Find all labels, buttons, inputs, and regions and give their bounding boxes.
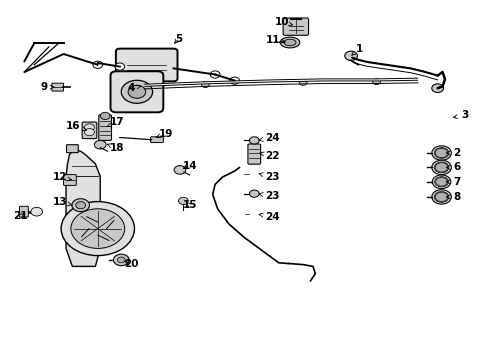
FancyBboxPatch shape — [52, 83, 63, 91]
Circle shape — [84, 129, 94, 136]
Circle shape — [435, 177, 447, 186]
Circle shape — [431, 146, 450, 160]
Circle shape — [433, 162, 448, 173]
Text: 2: 2 — [446, 148, 460, 158]
Text: 1: 1 — [351, 44, 362, 55]
Circle shape — [431, 190, 450, 204]
Circle shape — [93, 61, 102, 68]
Text: 11: 11 — [265, 35, 285, 45]
Circle shape — [61, 202, 134, 256]
Text: 15: 15 — [182, 200, 197, 210]
Text: 6: 6 — [446, 162, 460, 172]
Circle shape — [121, 80, 152, 103]
Text: 13: 13 — [52, 197, 72, 207]
Text: 24: 24 — [259, 132, 280, 143]
Circle shape — [434, 163, 447, 172]
Text: 12: 12 — [52, 172, 71, 182]
Circle shape — [84, 124, 94, 131]
Text: 16: 16 — [66, 121, 86, 131]
Circle shape — [174, 166, 185, 174]
Text: 20: 20 — [123, 258, 138, 269]
Circle shape — [71, 209, 124, 248]
Text: 14: 14 — [182, 161, 197, 171]
Circle shape — [72, 199, 89, 212]
Text: 17: 17 — [107, 117, 124, 127]
FancyBboxPatch shape — [283, 18, 308, 35]
Text: 19: 19 — [156, 129, 173, 139]
Circle shape — [434, 192, 447, 202]
Circle shape — [31, 207, 42, 216]
Text: 23: 23 — [259, 191, 280, 201]
Text: 18: 18 — [107, 143, 124, 153]
Polygon shape — [66, 150, 100, 266]
Text: 4: 4 — [127, 83, 141, 93]
Circle shape — [94, 140, 106, 149]
Circle shape — [115, 63, 124, 70]
Circle shape — [128, 85, 145, 98]
Circle shape — [372, 79, 380, 85]
Circle shape — [201, 82, 209, 87]
FancyBboxPatch shape — [20, 206, 28, 217]
FancyBboxPatch shape — [66, 145, 78, 153]
Circle shape — [229, 77, 239, 84]
FancyBboxPatch shape — [63, 175, 76, 185]
FancyBboxPatch shape — [99, 115, 111, 140]
Text: 7: 7 — [446, 177, 460, 187]
Text: 3: 3 — [452, 110, 467, 120]
Circle shape — [117, 257, 125, 263]
FancyBboxPatch shape — [110, 71, 163, 112]
Text: 9: 9 — [41, 82, 54, 92]
Circle shape — [433, 192, 448, 202]
Text: 24: 24 — [259, 212, 280, 222]
Text: 8: 8 — [446, 192, 460, 202]
Circle shape — [178, 197, 188, 204]
FancyBboxPatch shape — [116, 49, 177, 81]
Text: 5: 5 — [174, 34, 182, 44]
Circle shape — [344, 51, 357, 60]
Text: 10: 10 — [274, 17, 292, 27]
Ellipse shape — [283, 39, 296, 46]
Circle shape — [434, 177, 447, 187]
Circle shape — [431, 160, 450, 175]
Circle shape — [100, 112, 110, 120]
Circle shape — [113, 254, 129, 266]
Text: 21: 21 — [13, 211, 28, 221]
Ellipse shape — [280, 37, 299, 48]
Text: 22: 22 — [259, 150, 280, 161]
FancyBboxPatch shape — [247, 144, 260, 164]
Circle shape — [433, 148, 448, 158]
Circle shape — [299, 80, 306, 85]
Circle shape — [431, 175, 450, 189]
Circle shape — [210, 71, 220, 78]
FancyBboxPatch shape — [82, 122, 97, 139]
Circle shape — [249, 190, 259, 197]
Text: 23: 23 — [259, 172, 280, 182]
Circle shape — [431, 84, 443, 93]
Circle shape — [434, 148, 447, 158]
FancyBboxPatch shape — [150, 137, 163, 143]
Circle shape — [76, 202, 85, 209]
Circle shape — [249, 137, 259, 144]
